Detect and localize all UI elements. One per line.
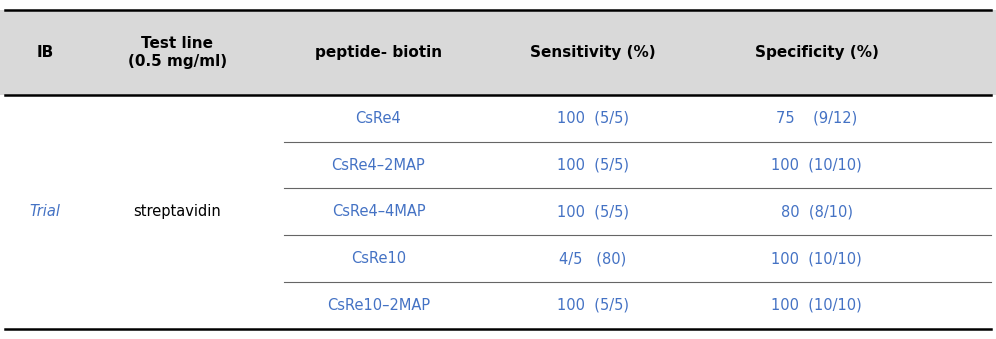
Text: 75    (9/12): 75 (9/12) (776, 111, 858, 126)
Text: Specificity (%): Specificity (%) (755, 45, 878, 60)
Text: 100  (5/5): 100 (5/5) (557, 158, 628, 173)
Text: 4/5   (80): 4/5 (80) (559, 251, 626, 266)
Text: streptavidin: streptavidin (133, 204, 221, 219)
Text: 100  (5/5): 100 (5/5) (557, 204, 628, 219)
Text: 100  (5/5): 100 (5/5) (557, 111, 628, 126)
Text: 100  (10/10): 100 (10/10) (771, 158, 863, 173)
Text: CsRe10: CsRe10 (351, 251, 406, 266)
Text: 80  (8/10): 80 (8/10) (781, 204, 853, 219)
Text: Trial: Trial (29, 204, 61, 219)
Text: Test line
(0.5 mg/ml): Test line (0.5 mg/ml) (127, 36, 227, 69)
Text: 100  (10/10): 100 (10/10) (771, 251, 863, 266)
Text: Sensitivity (%): Sensitivity (%) (530, 45, 655, 60)
Text: 100  (10/10): 100 (10/10) (771, 298, 863, 313)
Text: peptide- biotin: peptide- biotin (315, 45, 442, 60)
Text: IB: IB (36, 45, 54, 60)
Text: CsRe10–2MAP: CsRe10–2MAP (327, 298, 430, 313)
Text: CsRe4: CsRe4 (356, 111, 401, 126)
Text: CsRe4–4MAP: CsRe4–4MAP (332, 204, 425, 219)
Bar (0, 10, 996, 95)
Text: 100  (5/5): 100 (5/5) (557, 298, 628, 313)
Text: CsRe4–2MAP: CsRe4–2MAP (332, 158, 425, 173)
